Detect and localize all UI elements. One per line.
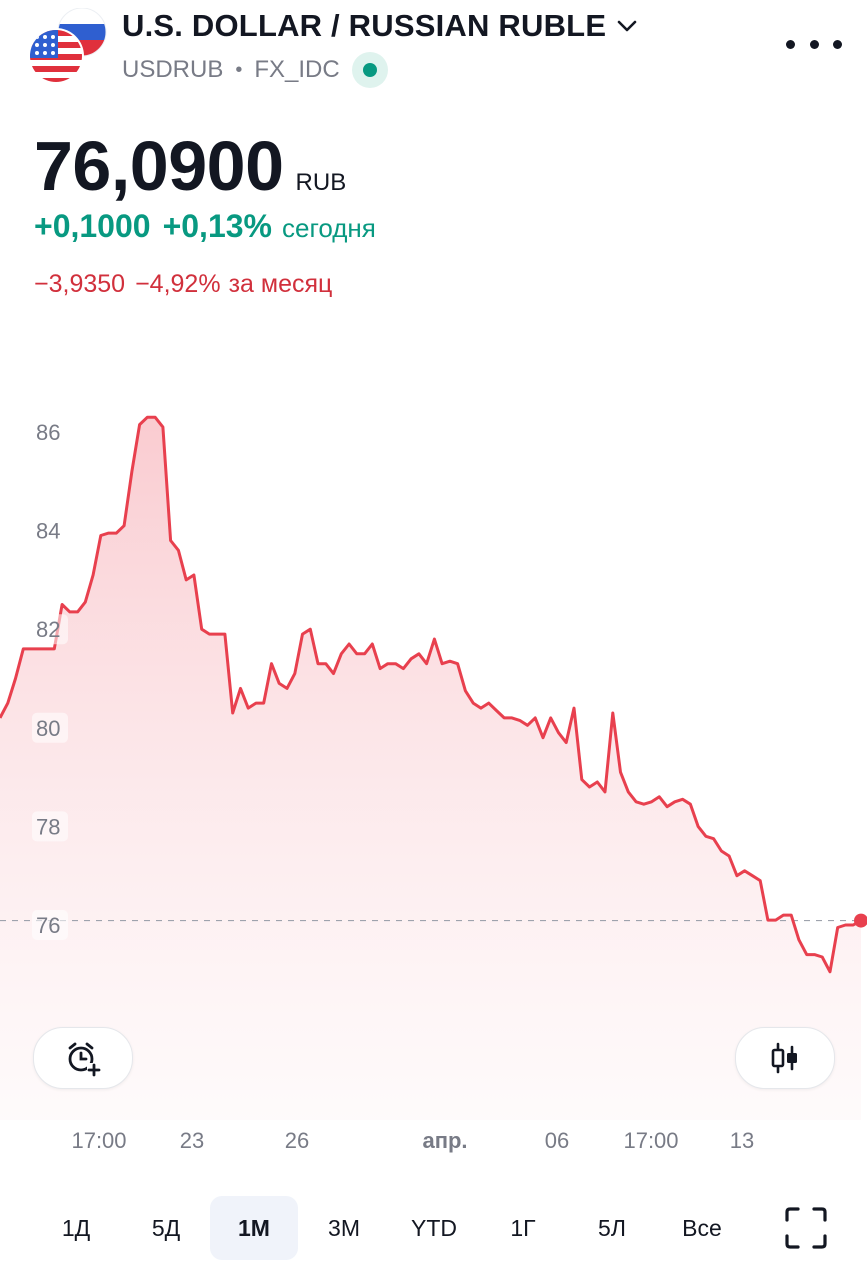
separator-dot: • xyxy=(235,58,243,81)
y-tick-background xyxy=(32,417,68,447)
y-tick-background xyxy=(32,811,68,842)
range-all[interactable]: Все xyxy=(682,1214,722,1241)
today-label: сегодня xyxy=(281,213,376,243)
y-tick-background xyxy=(32,712,68,743)
x-tick-label: 23 xyxy=(179,1128,205,1153)
x-tick-label: апр. xyxy=(422,1128,468,1153)
y-tick-label: 86 xyxy=(36,420,60,445)
currency-label: RUB xyxy=(295,169,347,196)
range-1m[interactable]: 1М xyxy=(210,1196,298,1260)
month-change-pct: −4,92% xyxy=(135,270,221,298)
chart-area-group xyxy=(0,415,867,1120)
y-tick-background xyxy=(32,910,68,940)
month-change-abs: −3,9350 xyxy=(34,270,126,298)
range-ytd[interactable]: YTD xyxy=(411,1214,457,1241)
header: U.S. DOLLAR / RUSSIAN RUBLE USDRUB • FX_… xyxy=(0,0,867,100)
y-tick-label: 82 xyxy=(36,617,60,642)
price-chart[interactable]: 86 84 82 80 78 76 xyxy=(0,400,867,1120)
today-change-pct: +0,13% xyxy=(162,208,272,244)
today-change-abs: +0,1000 xyxy=(34,208,151,244)
x-tick-label: 06 xyxy=(544,1128,570,1153)
y-tick-label: 80 xyxy=(36,716,60,741)
fullscreen-icon[interactable] xyxy=(784,1206,828,1250)
range-3m[interactable]: 3М xyxy=(328,1214,360,1241)
range-5d[interactable]: 5Д xyxy=(151,1214,181,1241)
last-price: 76,0900 xyxy=(34,127,284,205)
live-dot-icon xyxy=(362,63,377,77)
x-tick-label: 26 xyxy=(284,1128,310,1153)
x-axis: 17:00 23 26 апр. 06 17:00 13 xyxy=(0,1128,867,1160)
y-axis: 86 84 82 80 78 76 xyxy=(32,417,68,940)
alarm-plus-icon xyxy=(68,1042,101,1077)
y-tick-label: 78 xyxy=(36,814,60,839)
price-row: 76,0900 RUB xyxy=(34,126,346,206)
y-tick-label: 84 xyxy=(36,519,60,544)
market-status-indicator xyxy=(351,52,388,88)
symbol-title-button[interactable]: U.S. DOLLAR / RUSSIAN RUBLE xyxy=(122,8,638,44)
month-label: за месяц xyxy=(228,270,333,298)
range-5y[interactable]: 5Л xyxy=(598,1214,626,1241)
y-tick-label: 76 xyxy=(36,913,60,938)
symbol-title: U.S. DOLLAR / RUSSIAN RUBLE xyxy=(122,8,607,43)
today-change: +0,1000 +0,13% сегодня xyxy=(34,208,376,245)
range-1d[interactable]: 1Д xyxy=(61,1214,91,1241)
x-tick-label: 17:00 xyxy=(71,1128,127,1153)
chart-type-button[interactable] xyxy=(735,1027,835,1089)
x-tick-label: 17:00 xyxy=(623,1128,679,1153)
currency-flags-icon xyxy=(30,8,107,84)
y-tick-background xyxy=(32,614,68,645)
more-icon xyxy=(786,39,795,49)
price-area-fill xyxy=(0,417,861,1120)
last-price-marker xyxy=(854,913,867,928)
y-tick-background xyxy=(32,515,68,546)
chevron-down-icon xyxy=(617,20,637,32)
month-change: −3,9350 −4,92% за месяц xyxy=(34,270,332,299)
exchange: FX_IDC xyxy=(254,56,340,83)
symbol-subtitle: USDRUB • FX_IDC xyxy=(122,52,388,88)
range-selector: 1Д 5Д 1М 3М YTD 1Г 5Л Все xyxy=(0,1196,867,1260)
more-button[interactable] xyxy=(786,26,842,62)
x-tick-label: 13 xyxy=(729,1128,755,1153)
add-alert-button[interactable] xyxy=(33,1027,133,1089)
ticker: USDRUB xyxy=(122,56,224,83)
price-series-line xyxy=(0,415,862,974)
range-1y[interactable]: 1Г xyxy=(510,1214,536,1241)
candlestick-icon xyxy=(771,1042,797,1074)
